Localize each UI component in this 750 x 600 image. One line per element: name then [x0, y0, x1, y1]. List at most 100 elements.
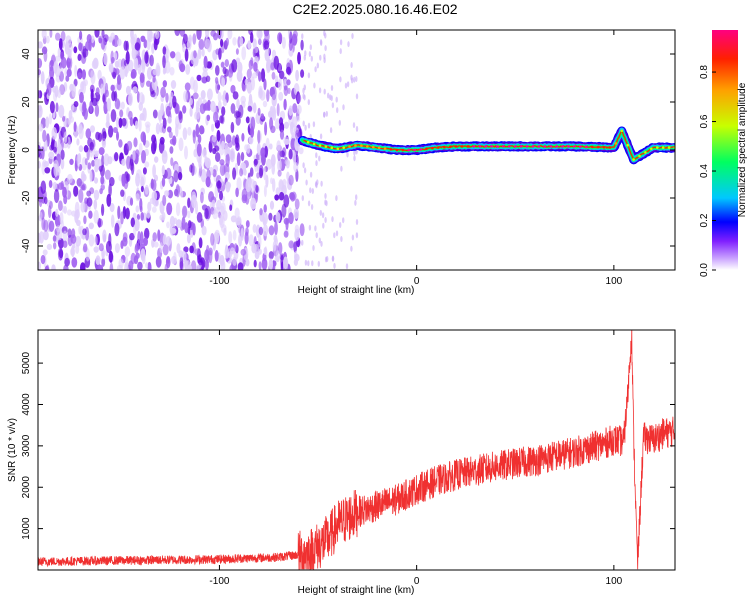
noise-blob	[259, 90, 266, 101]
signal-peak	[383, 147, 387, 150]
noise-blob	[320, 180, 323, 187]
noise-blob	[304, 259, 308, 266]
noise-blob	[134, 242, 140, 251]
noise-blob	[271, 49, 277, 59]
noise-blob	[162, 80, 167, 88]
noise-blob	[225, 134, 232, 144]
noise-blob	[175, 202, 181, 217]
noise-blob	[40, 71, 45, 85]
noise-blob	[355, 76, 358, 82]
noise-blob	[131, 47, 137, 60]
noise-blob	[97, 69, 102, 81]
noise-blob	[140, 174, 146, 186]
noise-blob	[175, 219, 182, 229]
noise-blob	[204, 208, 209, 220]
noise-blob	[288, 105, 293, 116]
noise-blob	[288, 174, 294, 186]
noise-blob	[48, 205, 52, 219]
noise-blob	[350, 74, 353, 81]
noise-blob	[101, 154, 105, 168]
noise-blob	[340, 236, 343, 242]
noise-blob	[75, 209, 80, 219]
noise-blob	[140, 212, 144, 221]
signal-peak	[306, 140, 310, 144]
noise-blob	[83, 145, 89, 153]
noise-blob	[140, 131, 146, 143]
noise-blob	[201, 127, 205, 134]
noise-blob	[149, 31, 154, 39]
signal-peak	[389, 148, 393, 151]
noise-blob	[55, 32, 61, 41]
noise-blob	[212, 135, 217, 143]
noise-blob	[154, 30, 160, 40]
noise-blob	[173, 170, 179, 183]
noise-blob	[211, 123, 215, 132]
noise-blob	[145, 124, 150, 134]
noise-blob	[256, 30, 263, 39]
noise-blob	[200, 90, 206, 100]
y-tick-label: 5000	[21, 352, 32, 375]
noise-blob	[57, 47, 61, 58]
noise-blob	[198, 258, 203, 266]
noise-blob	[232, 229, 237, 241]
noise-blob	[277, 169, 282, 177]
noise-blob	[161, 177, 166, 187]
noise-blob	[305, 179, 308, 186]
noise-blob	[151, 206, 157, 213]
noise-blob	[274, 75, 279, 84]
noise-blob	[335, 96, 338, 103]
noise-blob	[81, 173, 87, 182]
colorbar-ticks: 0.0 0.2 0.4 0.6 0.8	[699, 65, 716, 277]
y-tick-label: 2000	[21, 476, 32, 499]
signal-peak	[454, 145, 458, 148]
chart-title: C2E2.2025.080.16.46.E02	[292, 1, 457, 17]
noise-blob	[253, 158, 259, 166]
noise-blob	[64, 257, 70, 267]
noise-blob	[105, 240, 112, 253]
noise-blob	[184, 48, 189, 62]
colorbar-gradient	[712, 30, 738, 270]
noise-blob	[270, 154, 276, 167]
signal-peak	[537, 145, 541, 148]
noise-blob	[277, 150, 281, 162]
snr-plot-area	[38, 330, 675, 570]
noise-blob	[165, 167, 172, 180]
noise-blob	[42, 230, 49, 241]
noise-blob	[274, 221, 278, 236]
noise-blob	[346, 81, 350, 88]
noise-blob	[126, 173, 131, 182]
noise-blob	[257, 129, 261, 144]
signal-band	[297, 126, 675, 165]
noise-blob	[175, 123, 179, 137]
noise-blob	[311, 188, 314, 194]
noise-blob	[165, 256, 171, 269]
x-tick-label: -100	[209, 276, 229, 287]
noise-blob	[347, 41, 350, 48]
noise-blob	[49, 100, 55, 114]
noise-blob	[236, 98, 240, 109]
noise-blob	[224, 144, 229, 156]
noise-blob	[187, 210, 191, 219]
noise-blob	[153, 241, 159, 248]
noise-blob	[208, 140, 213, 153]
snr-series-line	[38, 330, 675, 570]
noise-blob	[155, 122, 160, 135]
noise-blob	[275, 250, 281, 263]
noise-blob	[260, 147, 266, 158]
noise-blob	[308, 51, 312, 57]
noise-blob	[173, 251, 177, 264]
noise-blob	[120, 101, 125, 110]
noise-blob	[93, 199, 98, 210]
noise-blob	[262, 212, 268, 226]
noise-blob	[90, 88, 94, 103]
noise-blob	[269, 143, 273, 150]
signal-peak	[632, 158, 635, 161]
noise-blob	[254, 243, 259, 254]
noise-blob	[40, 254, 46, 265]
signal-peak	[519, 145, 523, 148]
noise-blob	[111, 56, 115, 64]
noise-blob	[93, 209, 99, 224]
noise-blob	[287, 87, 291, 95]
noise-blob	[344, 82, 348, 89]
